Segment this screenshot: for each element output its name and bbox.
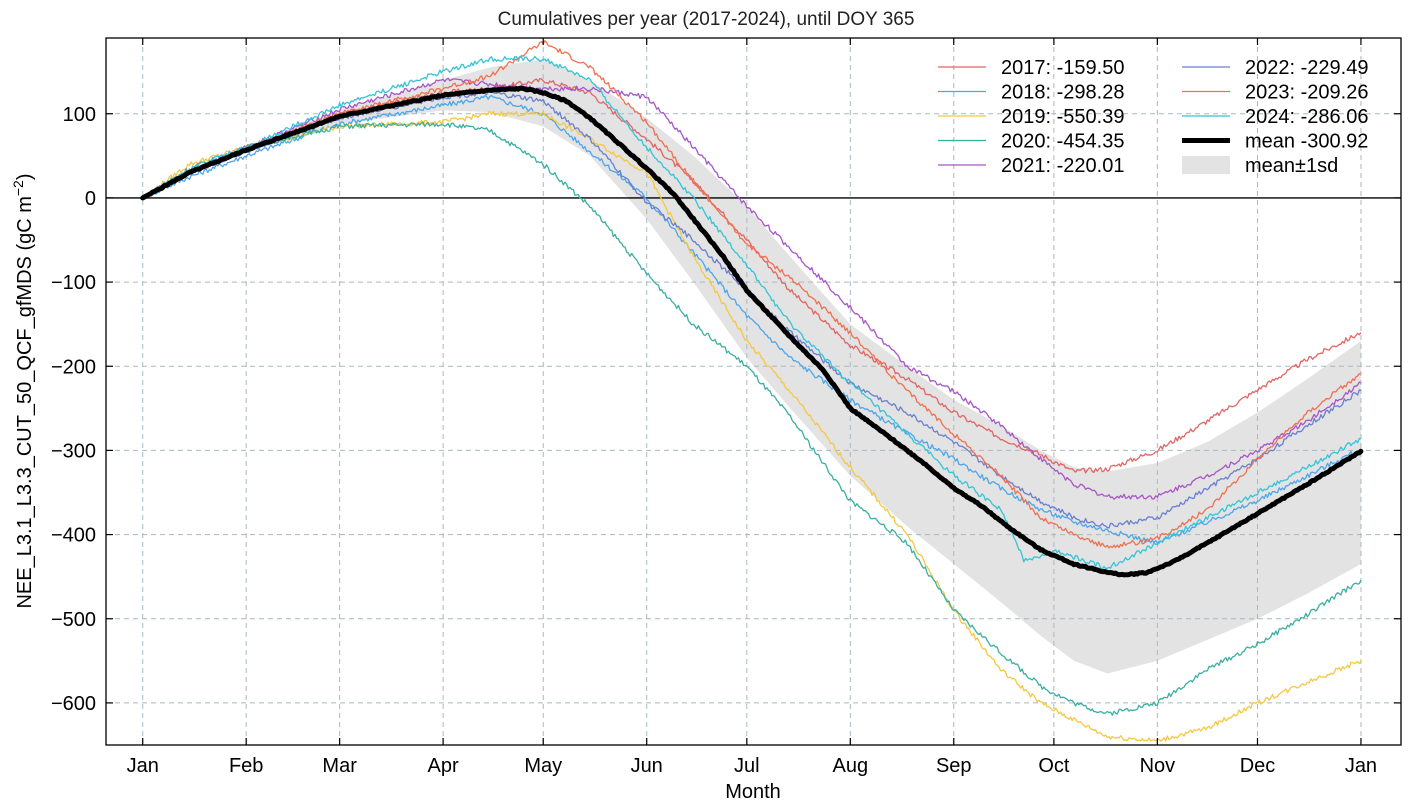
legend-label: 2022: -229.49 xyxy=(1245,57,1368,79)
x-tick-label: Oct xyxy=(1038,755,1070,777)
series-line-2021 xyxy=(142,77,1362,500)
plot-inner xyxy=(106,38,1401,745)
legend-label: 2020: -454.35 xyxy=(1001,131,1124,153)
x-tick-label: Apr xyxy=(428,755,459,777)
legend-label: 2024: -286.06 xyxy=(1245,106,1368,128)
y-tick-label: −100 xyxy=(51,272,96,294)
y-axis-label-main: NEE_L3.1_L3.3_CUT_50_QCF_gfMDS (gC m xyxy=(14,196,36,608)
legend-label: 2023: -209.26 xyxy=(1245,82,1368,104)
x-tick-label: Jan xyxy=(127,755,159,777)
sd-band xyxy=(142,59,1361,674)
legend-label: mean±1sd xyxy=(1245,155,1338,177)
plot-layer xyxy=(106,38,1401,745)
y-tick-label: 100 xyxy=(63,104,96,126)
x-tick-label: Jun xyxy=(631,755,663,777)
y-tick-label: −600 xyxy=(51,693,96,715)
plot-frame xyxy=(105,37,1402,746)
x-tick-label: Nov xyxy=(1140,755,1176,777)
y-tick-label: −200 xyxy=(51,356,96,378)
legend-swatch-band xyxy=(1182,156,1230,174)
axes-layer: Jan Feb Mar Apr May Jun Jul Aug Sep Oct Nov Dec Jan 1… xyxy=(51,37,1402,777)
chart-title: Cumulatives per year (2017-2024), until … xyxy=(498,9,915,30)
series-line-2020 xyxy=(142,121,1362,716)
y-tick-label: 0 xyxy=(85,188,96,210)
y-axis-label-sup: −2 xyxy=(10,180,26,196)
legend-label: 2017: -159.50 xyxy=(1001,57,1124,79)
grid xyxy=(106,38,1401,745)
legend-label: 2018: -298.28 xyxy=(1001,82,1124,104)
y-axis-label-close: ) xyxy=(14,173,36,180)
legend-label: 2019: -550.39 xyxy=(1001,106,1124,128)
x-tick-label: Mar xyxy=(322,755,357,777)
y-tick-label: −400 xyxy=(51,525,96,547)
legend-label: mean -300.92 xyxy=(1245,131,1368,153)
x-tick-label: Jan xyxy=(1345,755,1377,777)
y-tick-label: −500 xyxy=(51,609,96,631)
x-tick-label: Sep xyxy=(936,755,972,777)
x-tick-label: May xyxy=(524,755,562,777)
x-tick-label: Jul xyxy=(734,755,760,777)
mean-line xyxy=(140,85,1364,578)
series-line-2017 xyxy=(142,77,1362,474)
series-line-2024 xyxy=(142,55,1361,570)
x-tick-label: Dec xyxy=(1240,755,1276,777)
x-tick-label: Aug xyxy=(832,755,868,777)
x-axis-label: Month xyxy=(725,781,781,803)
y-axis-label: NEE_L3.1_L3.3_CUT_50_QCF_gfMDS (gC m−2) xyxy=(10,173,36,608)
x-tick-label: Feb xyxy=(229,755,263,777)
legend-label: 2021: -220.01 xyxy=(1001,155,1124,177)
y-tick-label: −300 xyxy=(51,440,96,462)
